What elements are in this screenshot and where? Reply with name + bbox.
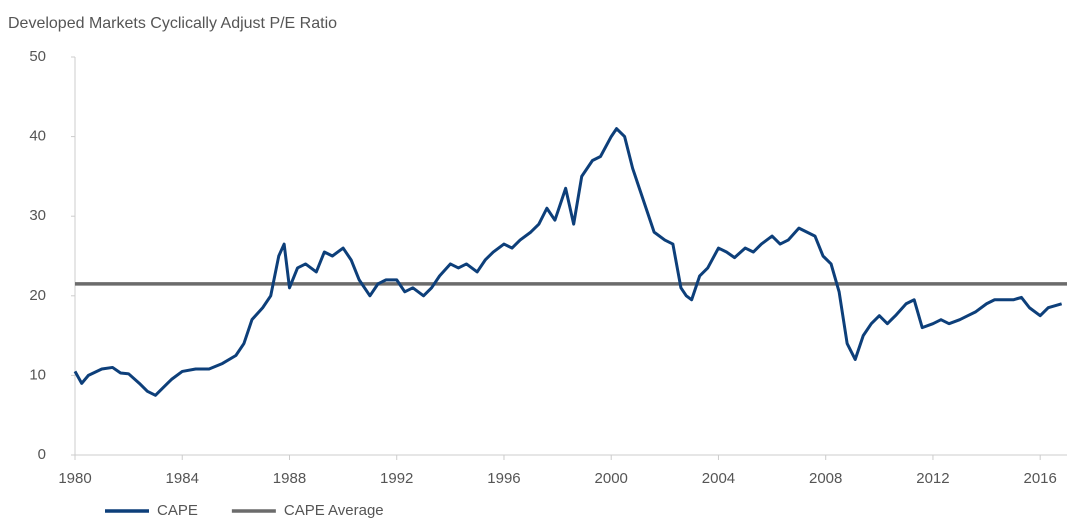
line-series: [73, 127, 1063, 397]
y-tick-label: 40: [29, 128, 46, 145]
legend-label: CAPE Average: [284, 502, 384, 519]
x-tick-label: 1996: [487, 470, 520, 487]
y-tick-label: 50: [29, 48, 46, 65]
x-tick-label: 2004: [702, 470, 735, 487]
chart-title: Developed Markets Cyclically Adjust P/E …: [8, 15, 337, 32]
legend-label: CAPE: [157, 502, 198, 519]
x-tick-label: 2012: [916, 470, 949, 487]
y-tick-label: 20: [29, 287, 46, 304]
x-tick-label: 1992: [380, 470, 413, 487]
y-tick-label: 0: [38, 446, 46, 463]
x-tick-label: 2000: [595, 470, 628, 487]
x-tick-label: 1984: [166, 470, 199, 487]
x-tick-label: 1988: [273, 470, 306, 487]
x-tick-label: 2008: [809, 470, 842, 487]
x-tick-label: 1980: [58, 470, 91, 487]
y-tick-label: 30: [29, 207, 46, 224]
y-tick-label: 10: [29, 366, 46, 383]
x-tick-label: 2016: [1024, 470, 1057, 487]
